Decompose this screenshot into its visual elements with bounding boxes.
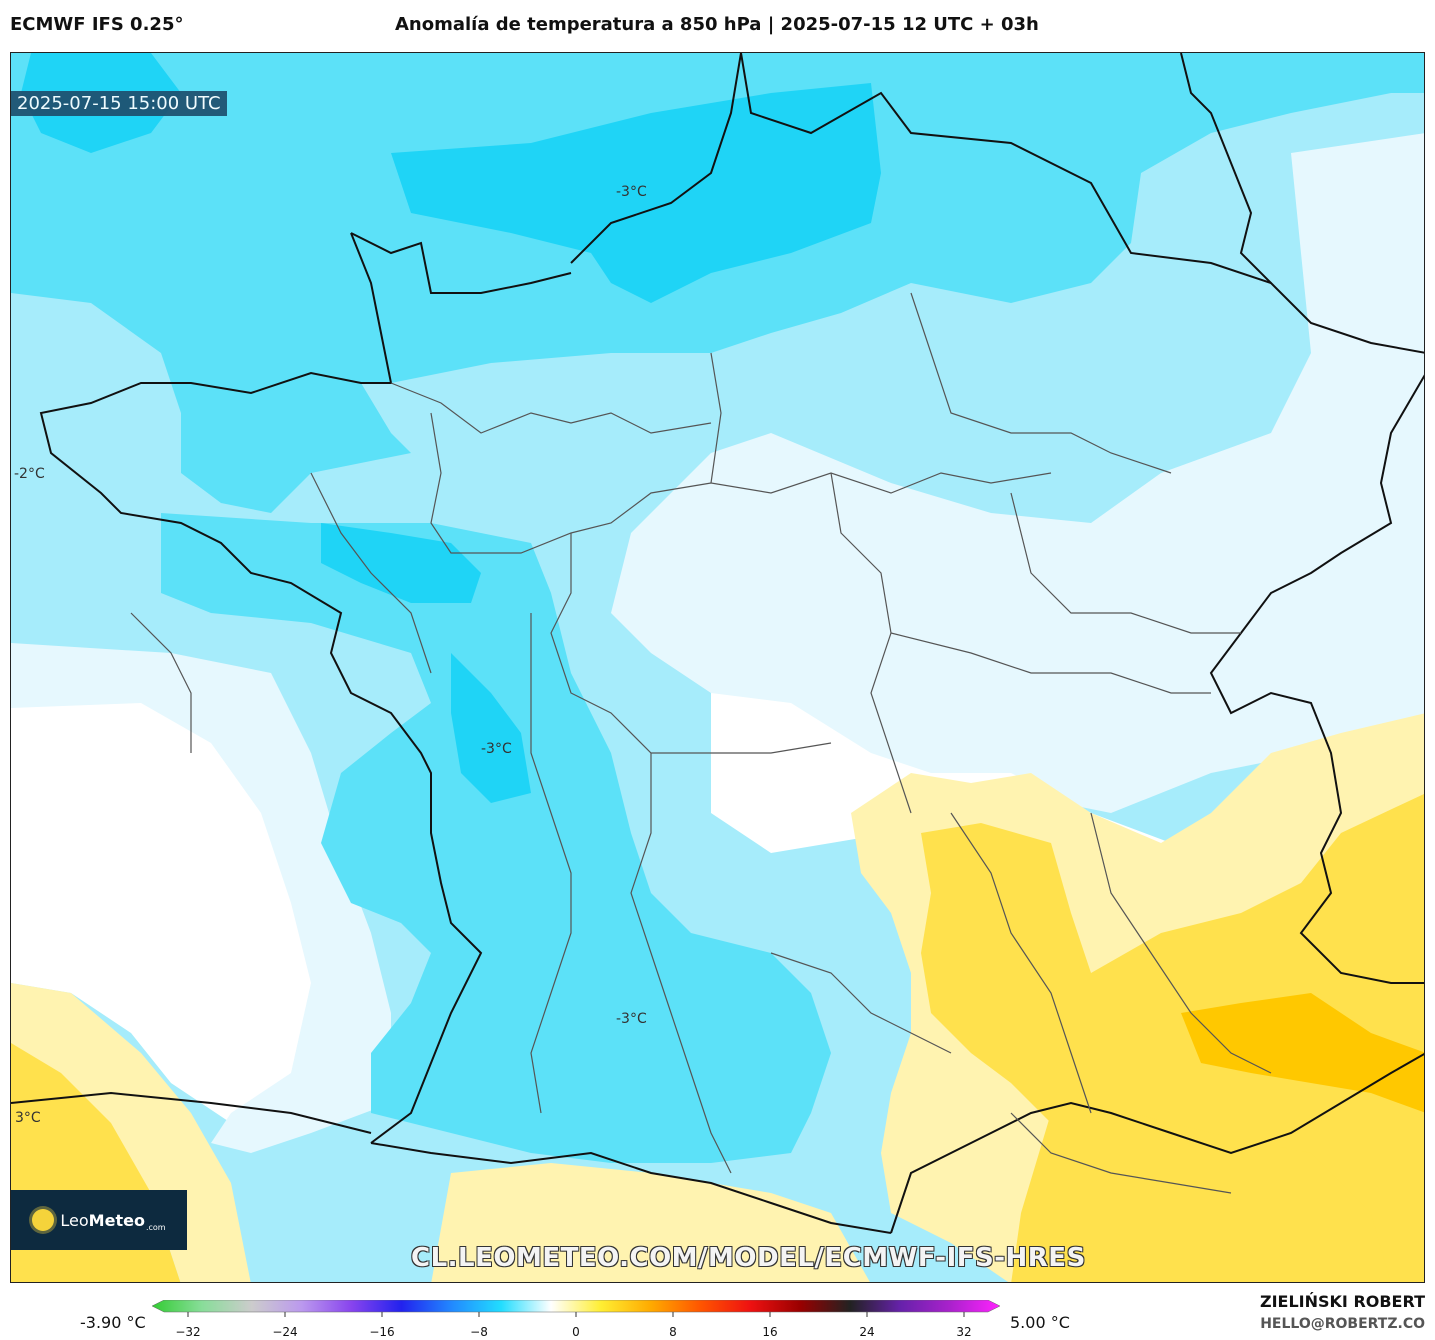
author-email: HELLO@ROBERTZ.CO <box>1260 1316 1425 1332</box>
colorbar-tick-label: 0 <box>572 1325 580 1339</box>
contour-label: 3°C <box>15 1110 41 1126</box>
map-title: Anomalía de temperatura a 850 hPa | 2025… <box>395 14 1039 35</box>
model-name: ECMWF IFS 0.25° <box>10 14 184 35</box>
colorbar-tick-label: −24 <box>272 1325 298 1339</box>
contour-label: -3°C <box>481 741 512 757</box>
contour-label: -2°C <box>14 466 45 482</box>
anomaly-zone-minus-2-north <box>11 53 1424 513</box>
anomaly-zone-minus-3-atlantic <box>451 653 531 803</box>
region-borders <box>130 292 1272 1194</box>
anomaly-zone-plus-2-med <box>1011 1113 1391 1282</box>
anomaly-zone-near-zero-west <box>11 643 391 1153</box>
colorbar <box>152 1300 1001 1317</box>
colorbar-tick-label: 8 <box>669 1325 677 1339</box>
sun-icon <box>32 1209 55 1231</box>
colorbar-bar <box>152 1300 1001 1313</box>
colorbar-tick-label: −16 <box>369 1325 395 1339</box>
temperature-anomaly-map[interactable]: 2025-07-15 15:00 UTC -3°C -2°C -3°C -3°C… <box>10 52 1425 1283</box>
anomaly-zone-plus-1-iberia <box>11 983 251 1282</box>
logo-brand-light: Leo <box>60 1210 89 1230</box>
colorbar-tick-label: 32 <box>956 1325 972 1339</box>
anomaly-zone-plus-1-pyrenees <box>431 1163 870 1282</box>
map-canvas <box>11 53 1424 1282</box>
coastline <box>11 53 1424 1234</box>
colorbar-max-label: 5.00 °C <box>1010 1313 1070 1332</box>
anomaly-zone-minus-3-loire <box>321 523 481 603</box>
anomaly-zone-minus-2-west <box>161 513 831 1163</box>
national-borders <box>370 53 1424 1234</box>
author-name: ZIELIŃSKI ROBERT <box>1259 1292 1425 1311</box>
colorbar-ticks <box>187 1312 965 1317</box>
colorbar-tick-label: 16 <box>762 1325 778 1339</box>
contour-label: -3°C <box>616 184 647 200</box>
anomaly-zone-zero-west <box>11 693 331 1123</box>
leometeo-logo[interactable]: Leo Meteo .com <box>11 1190 187 1250</box>
contour-label: -3°C <box>616 1011 647 1027</box>
colorbar-min-label: -3.90 °C <box>80 1313 146 1332</box>
valid-time-label: 2025-07-15 15:00 UTC <box>11 91 227 116</box>
anomaly-zone-minus-3-channel <box>391 83 881 303</box>
colorbar-tick-label: 24 <box>859 1325 875 1339</box>
source-url: CL.LEOMETEO.COM/MODEL/ECMWF-IFS-HRES <box>411 1243 1086 1273</box>
colorbar-tick-label: −32 <box>175 1325 201 1339</box>
anomaly-zone-near-zero-east <box>611 133 1424 813</box>
logo-suffix: .com <box>145 1223 166 1232</box>
logo-brand-bold: Meteo <box>88 1210 145 1230</box>
colorbar-tick-label: −8 <box>470 1325 488 1339</box>
anomaly-zone-plus-3-southeast <box>1181 993 1424 1113</box>
